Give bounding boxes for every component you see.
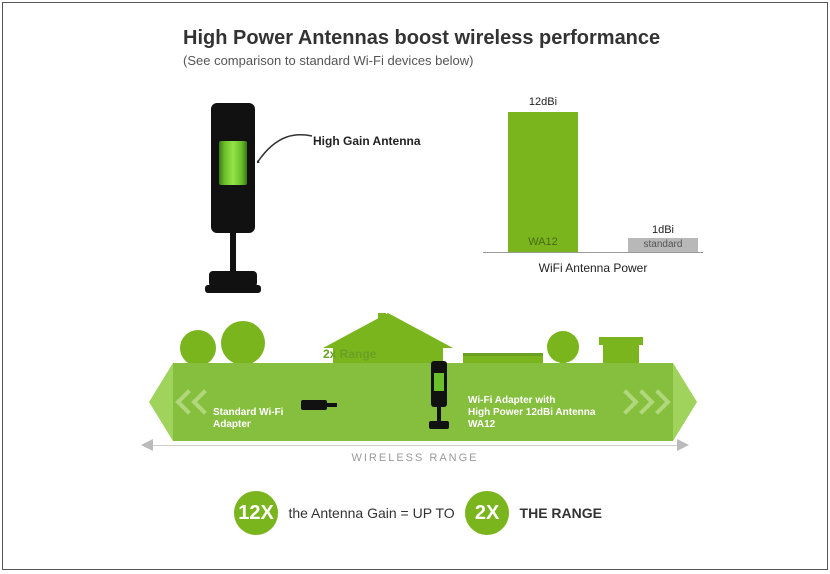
tagline: 12X the Antenna Gain = UP TO 2X THE RANG… [3,491,827,535]
page-subtitle: (See comparison to standard Wi-Fi device… [183,53,473,68]
bar-wa12-name: WA12 [508,236,578,248]
range-pointer-right-icon [677,439,689,451]
wireless-range-caption: WIRELESS RANGE [3,452,827,464]
bar-standard-value: 1dBi [628,224,698,236]
standard-adapter-icon [301,400,327,410]
antenna-device-graphic [203,103,263,303]
page-title: High Power Antennas boost wireless perfo… [183,27,660,50]
range-arrow-right-icon [673,363,697,441]
infographic-frame: High Power Antennas boost wireless perfo… [2,2,828,570]
antenna-power-chart: 12dBi WA12 1dBi standard WiFi Antenna Po… [483,103,713,283]
range-pointer-left-icon [141,439,153,451]
chart-title: WiFi Antenna Power [483,261,703,275]
chart-bar-standard: 1dBi standard [628,238,698,252]
range-2x-label: 2x Range [323,347,376,361]
wa12-device-small-icon [427,361,451,435]
tagline-circle-2x: 2X [465,491,509,535]
tagline-circle-12x: 12X [234,491,278,535]
range-line [151,445,679,446]
standard-adapter-label: Standard Wi-Fi Adapter [213,407,283,431]
tagline-mid: the Antenna Gain = UP TO [288,505,454,521]
bar-standard-name: standard [628,239,698,250]
chevron-right-icon [617,363,635,441]
wireless-range-banner: 2x Range Standard Wi-Fi Adapter Wi-Fi Ad… [173,363,673,441]
bar-wa12-value: 12dBi [508,96,578,108]
chart-bar-wa12: 12dBi WA12 [508,112,578,252]
range-arrow-left-icon [149,363,173,441]
chart-baseline [483,252,703,253]
wa12-adapter-label: Wi-Fi Adapter with High Power 12dBi Ante… [468,395,595,431]
chevron-left-icon [195,363,213,441]
tagline-end: THE RANGE [520,505,602,521]
callout-label: High Gain Antenna [313,134,421,148]
